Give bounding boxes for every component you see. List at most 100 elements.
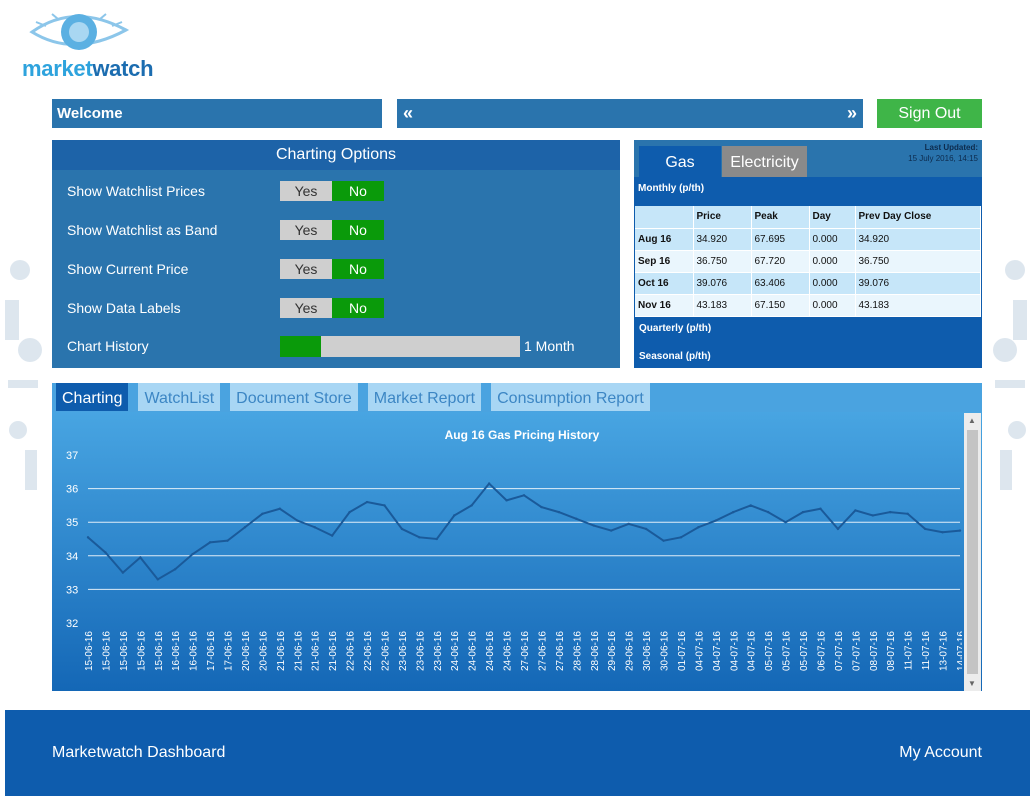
tab-electricity[interactable]: Electricity bbox=[722, 146, 807, 177]
scroll-up-arrow-icon[interactable]: ▲ bbox=[968, 416, 976, 425]
watchlist-band-toggle[interactable]: Yes No bbox=[280, 220, 384, 240]
x-tick-label: 29-06-16 bbox=[625, 631, 636, 671]
x-tick-label: 14-07-16 bbox=[956, 631, 962, 671]
toggle-yes[interactable]: Yes bbox=[280, 220, 332, 240]
data-point bbox=[714, 519, 718, 522]
last-updated: Last Updated: 15 July 2016, 14:15 bbox=[908, 142, 978, 164]
option-label: Chart History bbox=[67, 338, 149, 354]
last-updated-value: 15 July 2016, 14:15 bbox=[908, 154, 978, 163]
toggle-no[interactable]: No bbox=[332, 220, 384, 240]
x-tick-label: 23-06-16 bbox=[433, 631, 444, 671]
x-tick-label: 16-06-16 bbox=[171, 631, 182, 671]
x-tick-label: 27-06-16 bbox=[520, 631, 531, 671]
data-point bbox=[487, 482, 491, 485]
scroll-down-arrow-icon[interactable]: ▼ bbox=[968, 679, 976, 688]
toggle-no[interactable]: No bbox=[332, 259, 384, 279]
column-header: Price bbox=[693, 206, 752, 229]
logo-text: marketwatch bbox=[22, 56, 154, 81]
data-point bbox=[400, 527, 404, 531]
column-header: Prev Day Close bbox=[855, 206, 981, 229]
table-cell: Nov 16 bbox=[635, 294, 694, 317]
x-tick-label: 20-06-16 bbox=[241, 631, 252, 671]
current-price-toggle[interactable]: Yes No bbox=[280, 259, 384, 279]
tab-charting[interactable]: Charting bbox=[56, 383, 129, 411]
data-point bbox=[801, 510, 805, 514]
chart-history-value: 1 Month bbox=[524, 338, 575, 354]
tab-gas[interactable]: Gas bbox=[639, 146, 721, 177]
tab-document-store[interactable]: Document Store bbox=[230, 383, 358, 411]
x-tick-label: 04-07-16 bbox=[729, 631, 740, 671]
x-tick-label: 04-07-16 bbox=[747, 631, 758, 671]
x-tick-label: 07-07-16 bbox=[851, 631, 862, 671]
data-point bbox=[575, 517, 578, 521]
chart-title: Aug 16 Gas Pricing History bbox=[445, 428, 600, 442]
ticker-prev-button[interactable]: « bbox=[403, 103, 414, 123]
tab-consumption-report[interactable]: Consumption Report bbox=[491, 383, 650, 411]
x-tick-label: 21-06-16 bbox=[311, 631, 322, 671]
table-cell: 39.076 bbox=[693, 272, 752, 295]
background-decoration-left bbox=[5, 260, 42, 490]
toggle-yes[interactable]: Yes bbox=[280, 181, 332, 201]
table-cell: 34.920 bbox=[855, 228, 981, 251]
x-tick-label: 27-06-16 bbox=[537, 631, 548, 671]
toggle-no[interactable]: No bbox=[332, 181, 384, 201]
chart-scrollbar[interactable]: ▲ ▼ bbox=[964, 413, 981, 691]
quarterly-heading[interactable]: Quarterly (p/th) bbox=[639, 323, 712, 334]
data-point bbox=[610, 529, 613, 532]
footer-dashboard-link[interactable]: Marketwatch Dashboard bbox=[52, 744, 226, 761]
tab-watchlist[interactable]: WatchList bbox=[138, 383, 221, 411]
data-point bbox=[749, 504, 752, 507]
table-cell: 67.695 bbox=[751, 228, 810, 251]
ticker-next-button[interactable]: » bbox=[846, 103, 857, 123]
marketwatch-logo[interactable]: marketwatch bbox=[22, 8, 172, 81]
data-point bbox=[540, 505, 543, 509]
table-cell: 34.920 bbox=[693, 228, 752, 251]
sign-out-button[interactable]: Sign Out bbox=[877, 99, 982, 128]
data-point bbox=[453, 514, 456, 517]
data-point bbox=[470, 504, 473, 507]
toggle-yes[interactable]: Yes bbox=[280, 298, 332, 318]
x-tick-label: 30-06-16 bbox=[642, 631, 653, 671]
data-point bbox=[174, 568, 177, 571]
data-point bbox=[958, 529, 962, 532]
monthly-heading[interactable]: Monthly (p/th) bbox=[638, 183, 705, 194]
x-tick-label: 29-06-16 bbox=[607, 631, 618, 671]
data-point bbox=[243, 526, 247, 529]
x-tick-label: 15-06-16 bbox=[119, 631, 130, 671]
x-tick-label: 15-06-16 bbox=[101, 631, 112, 671]
monthly-prices-table: Price Peak Day Prev Day Close Aug 16 34.… bbox=[635, 206, 981, 317]
x-tick-label: 20-06-16 bbox=[258, 631, 269, 671]
table-row: Nov 16 43.183 67.150 0.000 43.183 bbox=[635, 294, 981, 317]
column-header: Day bbox=[809, 206, 856, 229]
x-tick-label: 15-06-16 bbox=[154, 631, 165, 671]
seasonal-heading[interactable]: Seasonal (p/th) bbox=[639, 351, 711, 362]
x-tick-label: 27-06-16 bbox=[555, 631, 566, 671]
data-point bbox=[784, 521, 787, 524]
charting-options-title: Charting Options bbox=[52, 140, 620, 170]
welcome-bar: Welcome bbox=[52, 99, 382, 128]
data-labels-toggle[interactable]: Yes No bbox=[280, 298, 384, 318]
data-point bbox=[819, 507, 822, 510]
x-tick-label: 21-06-16 bbox=[276, 631, 287, 671]
chart-history-slider[interactable] bbox=[280, 336, 520, 357]
watchlist-prices-toggle[interactable]: Yes No bbox=[280, 181, 384, 201]
x-tick-label: 24-06-16 bbox=[485, 631, 496, 671]
data-point bbox=[121, 571, 125, 574]
table-row: Oct 16 39.076 63.406 0.000 39.076 bbox=[635, 272, 981, 295]
data-point bbox=[296, 519, 299, 522]
scrollbar-thumb[interactable] bbox=[967, 430, 978, 674]
data-point bbox=[191, 552, 194, 556]
table-cell: Oct 16 bbox=[635, 272, 694, 295]
footer-my-account-link[interactable]: My Account bbox=[899, 744, 982, 761]
x-tick-label: 07-07-16 bbox=[834, 631, 845, 671]
charting-options-panel: Charting Options Show Watchlist Prices Y… bbox=[52, 140, 620, 368]
y-tick-label: 34 bbox=[66, 551, 78, 563]
toggle-yes[interactable]: Yes bbox=[280, 259, 332, 279]
price-series-line bbox=[87, 482, 961, 581]
data-point bbox=[627, 522, 630, 526]
y-tick-label: 37 bbox=[66, 450, 78, 462]
data-point bbox=[592, 524, 595, 527]
toggle-no[interactable]: No bbox=[332, 298, 384, 318]
tab-market-report[interactable]: Market Report bbox=[367, 383, 482, 411]
x-tick-label: 28-06-16 bbox=[572, 631, 583, 671]
